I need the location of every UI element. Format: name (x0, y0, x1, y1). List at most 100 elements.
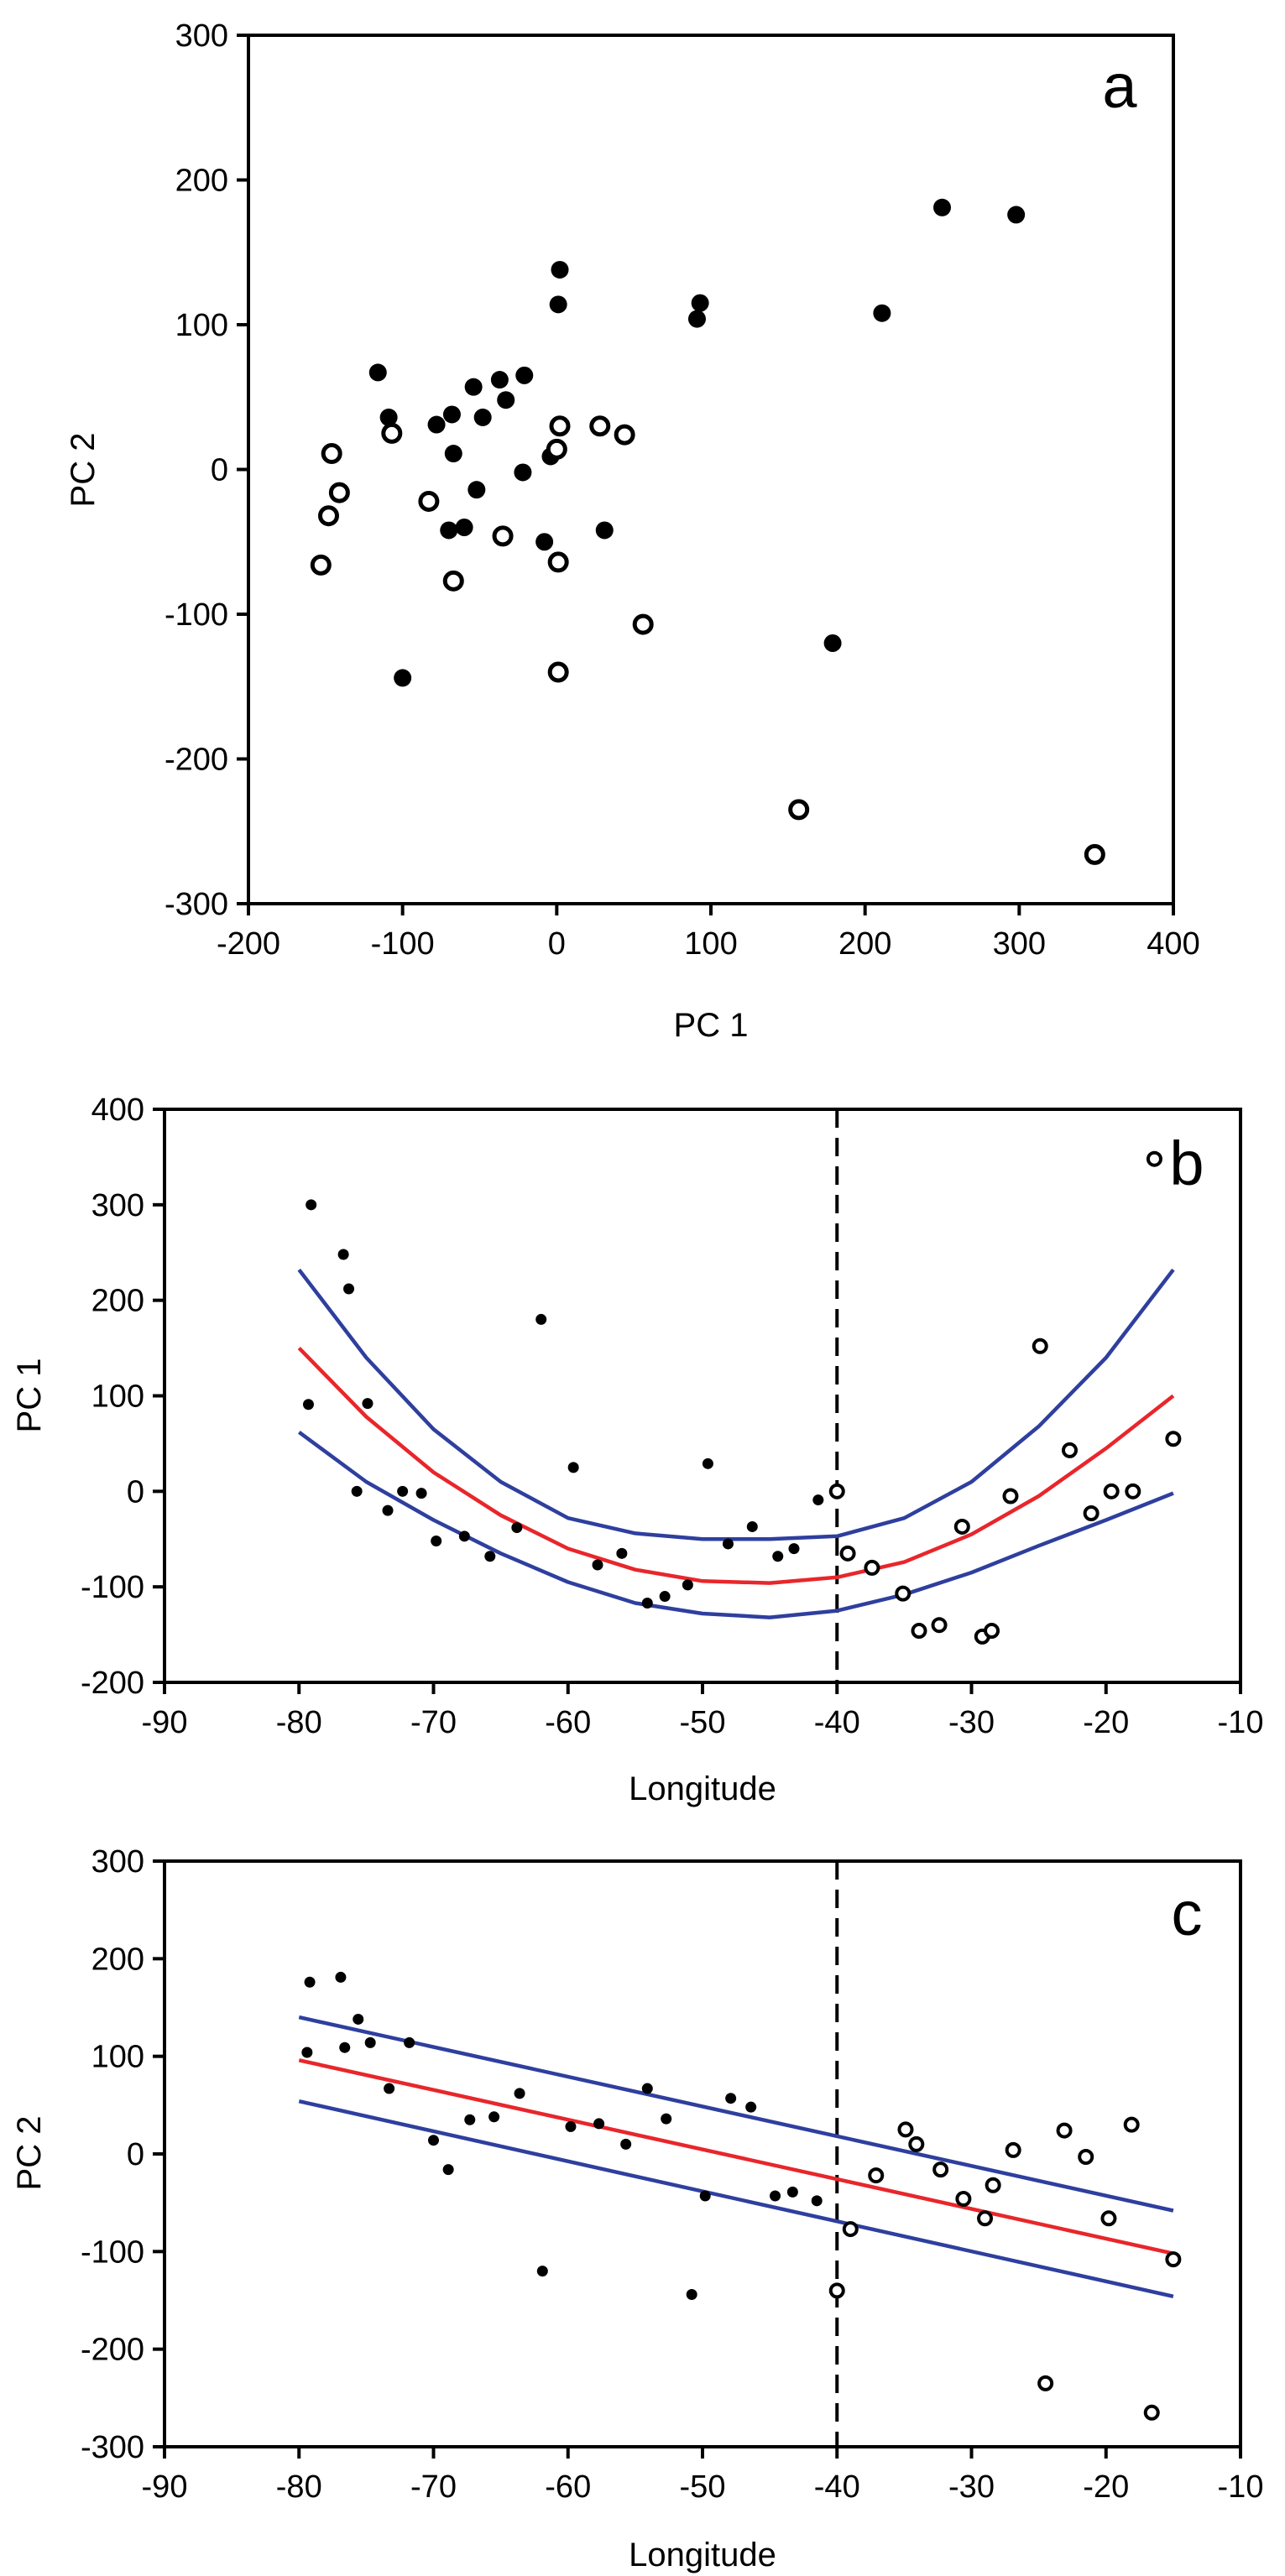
chart-panel-c: -90 -80 -70 -60 -50 -40 -30 -20 -10 -300 -200 -100 0… (11, 1844, 1263, 2573)
y-tick-label: -100 (81, 2234, 144, 2270)
filled-data-point (682, 1579, 693, 1591)
filled-data-point (535, 533, 554, 551)
filled-data-point (339, 2042, 351, 2053)
filled-data-point (442, 2164, 454, 2176)
y-tick-label: 400 (91, 1092, 144, 1128)
filled-data-point (353, 2013, 364, 2025)
upper-confidence-line (298, 2015, 1174, 2213)
x-tick-label: -70 (410, 1705, 457, 1740)
y-tick-label: 100 (91, 1379, 144, 1415)
open-data-point (321, 443, 342, 465)
lower-confidence-line (297, 1430, 1174, 1619)
filled-data-point (788, 1543, 800, 1555)
y-tick-label: 0 (211, 453, 228, 488)
y-axis-label: PC 2 (11, 2116, 48, 2191)
open-data-point (546, 438, 567, 460)
x-tick-label: -70 (410, 2469, 457, 2505)
open-data-point (908, 2135, 925, 2152)
open-data-point (1002, 1488, 1019, 1504)
filled-data-point (515, 366, 534, 384)
open-data-point (381, 422, 403, 444)
open-data-point (839, 1545, 856, 1562)
filled-data-point (620, 2138, 632, 2150)
filled-data-point (455, 519, 473, 536)
y-tick-label: 0 (127, 1474, 144, 1510)
filled-data-point (641, 1598, 653, 1609)
filled-data-point (337, 1249, 349, 1260)
open-data-point (1146, 1150, 1162, 1167)
open-data-point (1037, 2375, 1054, 2391)
x-tick-label: -30 (948, 2469, 995, 2505)
open-data-point (953, 1518, 970, 1535)
x-tick-label: -90 (142, 2469, 188, 2505)
x-axis-label: PC 1 (674, 1007, 749, 1044)
open-data-point (932, 2161, 949, 2178)
x-tick-label: -80 (276, 1705, 322, 1740)
y-tick-label: -100 (81, 1570, 144, 1605)
panel-letter: c (1172, 1879, 1203, 1948)
y-tick-label: -100 (165, 597, 228, 633)
filled-data-point (641, 2083, 653, 2094)
x-tick-label: -60 (545, 1705, 591, 1740)
open-data-point (977, 2210, 994, 2227)
y-tick-label: 0 (127, 2137, 144, 2172)
filled-data-point (514, 2088, 525, 2099)
y-axis-label: PC 1 (11, 1358, 48, 1433)
open-data-point (1061, 1442, 1078, 1458)
open-data-point (897, 2121, 914, 2138)
filled-data-point (567, 1462, 579, 1473)
filled-data-point (404, 2036, 415, 2048)
x-tick-label: 200 (838, 926, 891, 962)
open-data-point (1143, 2404, 1160, 2421)
filled-data-point (415, 1488, 427, 1499)
y-tick-label: 300 (91, 1188, 144, 1223)
open-data-point (828, 1483, 845, 1499)
filled-data-point (699, 2190, 711, 2202)
y-tick-label: 100 (175, 308, 228, 343)
filled-data-point (379, 408, 398, 426)
open-data-point (1083, 1505, 1100, 1522)
filled-data-point (382, 1504, 394, 1516)
open-data-point (895, 1585, 912, 1602)
open-data-point (868, 2167, 885, 2184)
fit-line (297, 1347, 1175, 1585)
filled-data-point (440, 521, 458, 540)
x-tick-label: -10 (1218, 2469, 1264, 2505)
filled-data-point (473, 408, 492, 426)
filled-data-point (484, 1551, 496, 1562)
open-data-point (1103, 1483, 1120, 1499)
x-tick-label: -200 (217, 926, 280, 962)
filled-data-point (722, 1538, 734, 1550)
upper-confidence-line (297, 1268, 1175, 1541)
y-tick-label: 300 (175, 18, 228, 54)
filled-data-point (616, 1547, 628, 1559)
y-axis-label: PC 2 (65, 433, 102, 508)
open-data-point (788, 799, 810, 821)
open-data-point (1056, 2122, 1073, 2139)
open-data-point (1084, 843, 1105, 865)
y-tick-label: -300 (165, 887, 228, 922)
open-data-point (931, 1617, 948, 1634)
filled-data-point (458, 1530, 470, 1542)
filled-data-point (691, 294, 709, 312)
y-tick-label: 200 (91, 1942, 144, 1977)
open-data-point (864, 1559, 880, 1576)
filled-data-point (661, 2113, 672, 2125)
filled-data-point (549, 295, 567, 314)
y-tick-label: 200 (175, 164, 228, 199)
x-tick-label: -50 (680, 2469, 726, 2505)
filled-data-point (812, 1494, 824, 1506)
y-tick-label: -200 (81, 1666, 144, 1701)
x-tick-label: 0 (548, 926, 566, 962)
x-tick-label: 400 (1147, 926, 1199, 962)
y-tick-label: -200 (165, 743, 228, 778)
filled-data-point (772, 1551, 784, 1562)
filled-data-point (536, 2266, 548, 2277)
filled-data-point (464, 378, 483, 396)
open-data-point (1100, 2210, 1117, 2227)
x-tick-label: -80 (276, 2469, 322, 2505)
open-data-point (547, 661, 569, 683)
x-tick-label: -60 (545, 2469, 591, 2505)
x-tick-label: 300 (993, 926, 1046, 962)
